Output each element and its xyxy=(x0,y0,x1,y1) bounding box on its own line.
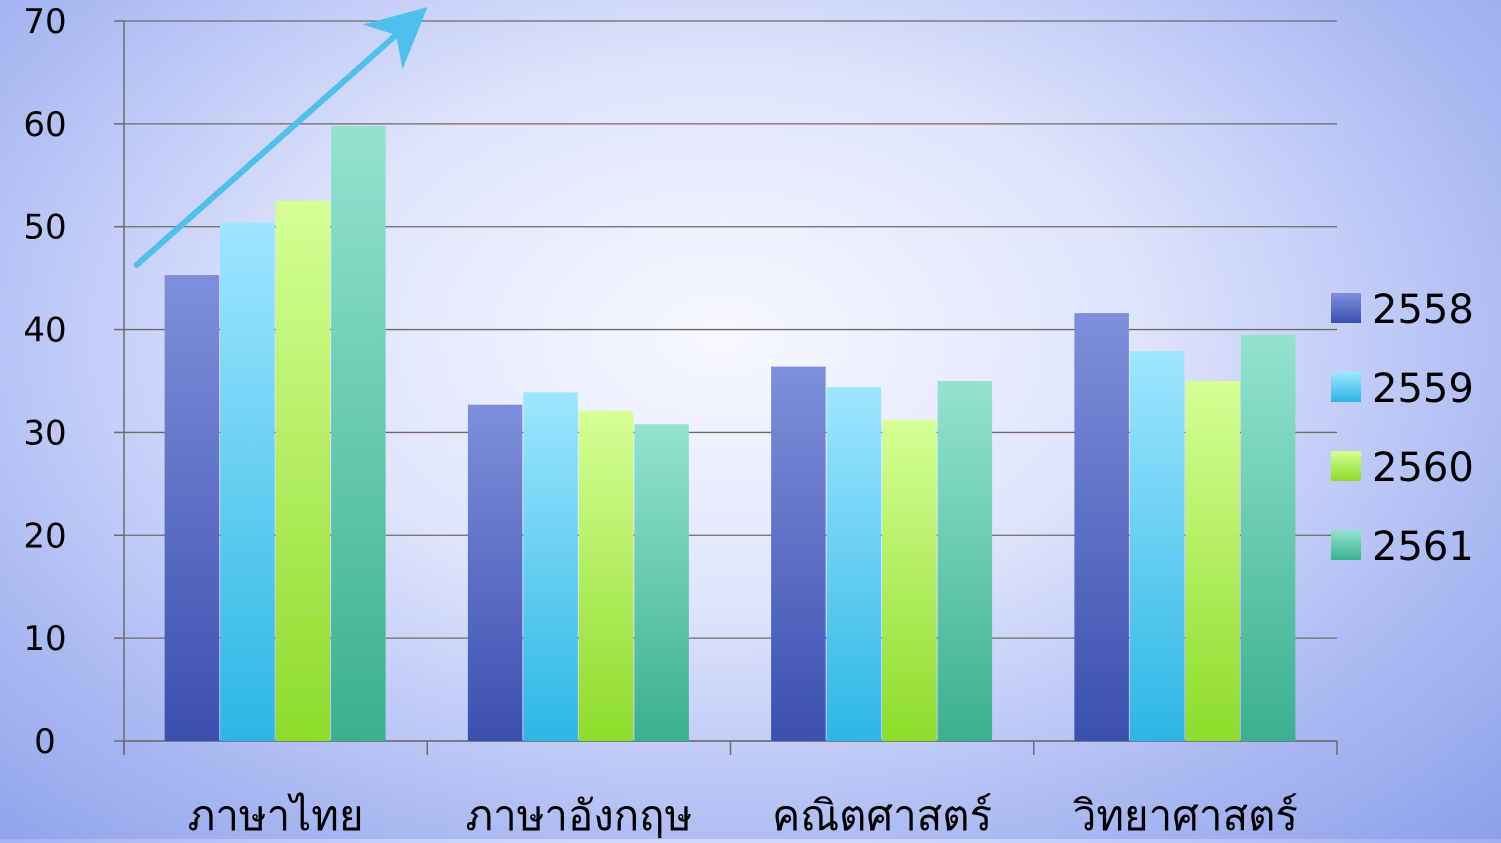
bar-2558-2 xyxy=(771,366,826,741)
bar-2561-0 xyxy=(331,125,386,741)
bar-2559-0 xyxy=(220,222,275,742)
x-category-label: ภาษาไทย xyxy=(188,791,364,839)
legend-swatch-2559 xyxy=(1331,372,1361,402)
annotations xyxy=(133,7,428,268)
legend: 2558 2559 2560 2561 xyxy=(1331,287,1474,570)
bars xyxy=(164,125,1296,742)
bar-2560-2 xyxy=(882,420,937,741)
bar-2560-0 xyxy=(275,201,331,741)
axis-labels: 0 10 20 30 40 50 60 70 ภาษาไทย ภาษาอังกฤษ คณิตศาสต… xyxy=(23,2,1298,840)
y-tick-label: 60 xyxy=(23,105,66,145)
bar-2561-2 xyxy=(937,381,993,741)
y-tick-label: 10 xyxy=(23,619,66,659)
bar-2559-2 xyxy=(826,387,882,741)
legend-label-2560: 2560 xyxy=(1372,445,1474,491)
bar-2558-0 xyxy=(164,275,220,741)
bar-2561-1 xyxy=(634,424,689,741)
legend-label-2558: 2558 xyxy=(1372,287,1474,333)
x-category-label: วิทยาศาสตร์ xyxy=(1072,791,1298,839)
y-tick-label: 20 xyxy=(23,516,66,556)
bar-2561-3 xyxy=(1240,334,1296,741)
x-category-label: คณิตศาสตร์ xyxy=(772,791,992,839)
bar-2560-3 xyxy=(1185,381,1240,741)
y-tick-label: 50 xyxy=(23,208,66,248)
y-tick-label: 70 xyxy=(23,2,66,42)
bar-2559-1 xyxy=(523,392,578,741)
legend-label-2561: 2561 xyxy=(1372,524,1474,570)
bar-2559-3 xyxy=(1129,351,1185,741)
bar-2558-3 xyxy=(1074,313,1129,741)
bar-2558-1 xyxy=(467,404,523,741)
legend-swatch-2558 xyxy=(1331,293,1361,323)
y-tick-label: 0 xyxy=(34,722,56,762)
x-category-label: ภาษาอังกฤษ xyxy=(465,791,692,839)
legend-swatch-2560 xyxy=(1331,451,1361,481)
trend-arrow xyxy=(133,7,428,268)
legend-label-2559: 2559 xyxy=(1372,366,1474,412)
y-tick-label: 30 xyxy=(23,413,66,453)
bar-2560-1 xyxy=(578,410,634,741)
legend-swatch-2561 xyxy=(1331,530,1361,560)
y-tick-label: 40 xyxy=(23,311,66,351)
